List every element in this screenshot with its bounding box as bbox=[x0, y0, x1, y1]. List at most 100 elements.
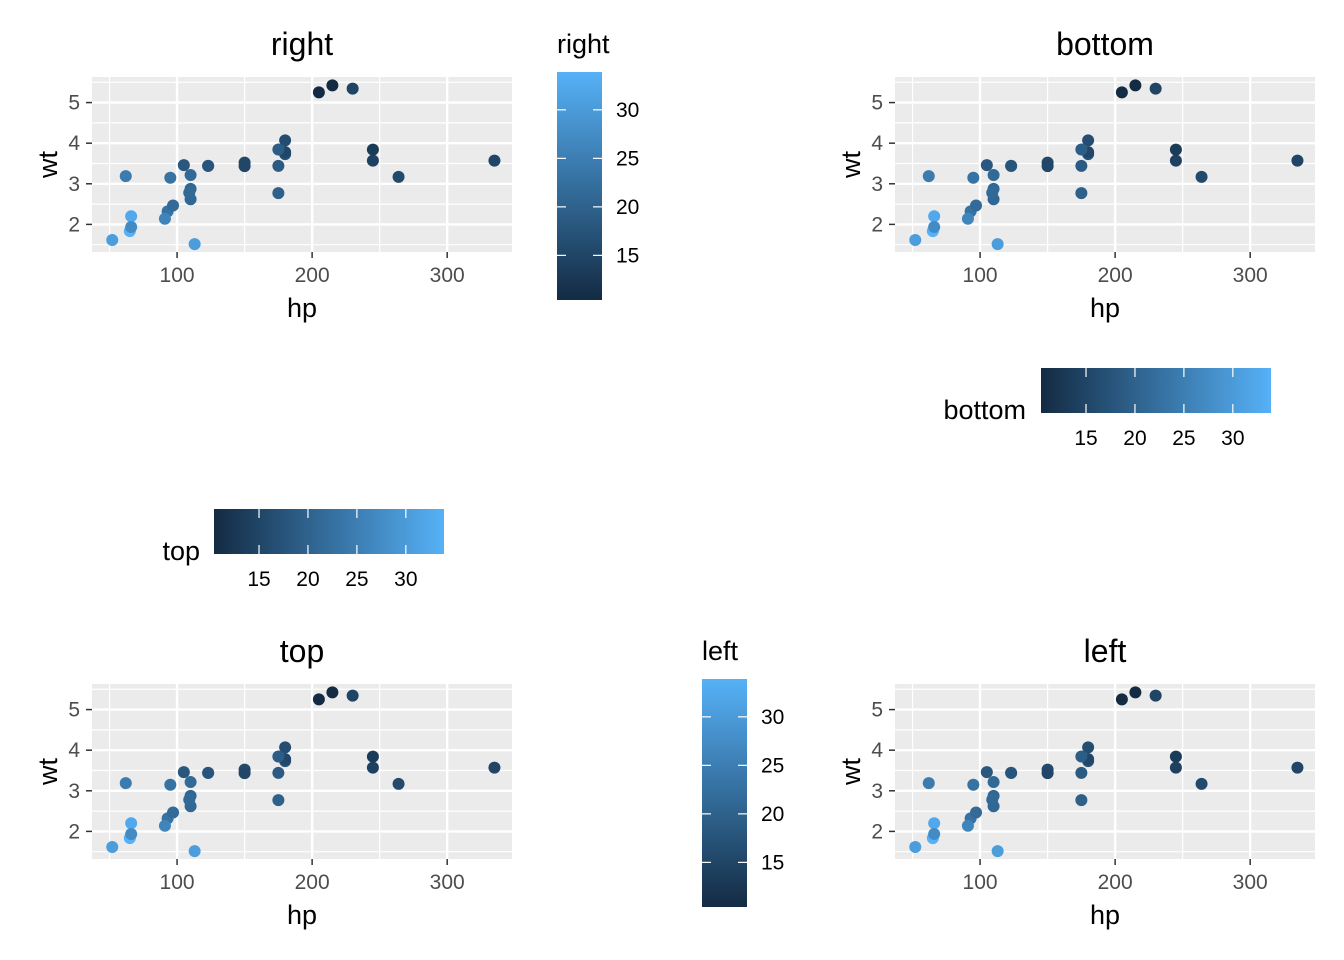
data-point bbox=[1291, 154, 1304, 167]
legend-label: 20 bbox=[1123, 427, 1146, 450]
x-tick-label: 300 bbox=[1233, 264, 1268, 287]
data-point bbox=[1149, 689, 1162, 702]
data-point bbox=[346, 82, 359, 95]
data-point bbox=[1115, 693, 1128, 706]
plot-top: 100 200 300 2 3 4 5 top hp wt bbox=[33, 633, 512, 930]
data-point bbox=[119, 170, 132, 183]
legend-label: 25 bbox=[761, 754, 784, 777]
y-tick-label: 2 bbox=[68, 820, 80, 843]
data-point bbox=[1082, 741, 1095, 754]
data-point bbox=[1291, 761, 1304, 774]
colorbar bbox=[1041, 368, 1271, 413]
y-tick-label: 5 bbox=[68, 92, 80, 115]
data-point bbox=[928, 817, 941, 830]
colorbar bbox=[214, 509, 444, 554]
data-point bbox=[119, 777, 132, 790]
legend-title: top bbox=[162, 536, 200, 566]
legend-label: 30 bbox=[1221, 427, 1244, 450]
data-point bbox=[202, 766, 215, 779]
data-point bbox=[392, 777, 405, 790]
data-point bbox=[1169, 154, 1182, 167]
data-point bbox=[158, 212, 171, 225]
data-point bbox=[188, 238, 201, 251]
data-point bbox=[125, 817, 138, 830]
data-point bbox=[366, 143, 379, 156]
plot-right: 100 200 300 2 3 4 5 right hp wt bbox=[33, 26, 512, 323]
plot-title: top bbox=[280, 633, 324, 669]
x-tick-label: 100 bbox=[963, 871, 998, 894]
x-tick-label: 200 bbox=[295, 871, 330, 894]
legend-label: 15 bbox=[616, 244, 639, 267]
data-point bbox=[967, 171, 980, 184]
data-point bbox=[125, 221, 138, 234]
colorbar bbox=[702, 679, 747, 907]
data-point bbox=[980, 159, 993, 172]
x-tick-label: 200 bbox=[1098, 264, 1133, 287]
data-point bbox=[167, 806, 180, 819]
legend-label: 20 bbox=[761, 803, 784, 826]
y-tick-label: 4 bbox=[871, 132, 883, 155]
data-point bbox=[922, 170, 935, 183]
data-point bbox=[184, 169, 197, 182]
data-point bbox=[1075, 187, 1088, 200]
data-point bbox=[909, 841, 922, 854]
data-point bbox=[1082, 134, 1095, 147]
data-point bbox=[106, 234, 119, 247]
data-point bbox=[326, 686, 339, 699]
data-point bbox=[1041, 767, 1054, 780]
color-legend: right 15 20 25 30 bbox=[557, 29, 639, 300]
data-point bbox=[238, 160, 251, 173]
y-tick-label: 2 bbox=[871, 213, 883, 236]
plot-bottom: 100 200 300 2 3 4 5 bottom hp wt bbox=[836, 26, 1315, 323]
data-point bbox=[272, 187, 285, 200]
legend-label: 30 bbox=[761, 706, 784, 729]
x-axis-title: hp bbox=[287, 293, 317, 323]
data-point bbox=[366, 750, 379, 763]
y-tick-label: 4 bbox=[68, 132, 80, 155]
data-point bbox=[1169, 761, 1182, 774]
data-point bbox=[1195, 170, 1208, 183]
x-tick-label: 100 bbox=[160, 871, 195, 894]
data-point bbox=[986, 793, 999, 806]
legend-label: 15 bbox=[761, 851, 784, 874]
legend-label: 20 bbox=[616, 196, 639, 219]
data-point bbox=[928, 210, 941, 223]
data-point bbox=[1041, 160, 1054, 173]
plot-title: left bbox=[1084, 633, 1127, 669]
data-point bbox=[909, 234, 922, 247]
data-point bbox=[177, 766, 190, 779]
data-point bbox=[272, 766, 285, 779]
data-point bbox=[312, 86, 325, 99]
data-point bbox=[167, 199, 180, 212]
legend-label: 30 bbox=[394, 568, 417, 591]
data-point bbox=[272, 159, 285, 172]
legend-label: 25 bbox=[616, 147, 639, 170]
data-point bbox=[1115, 86, 1128, 99]
data-point bbox=[164, 171, 177, 184]
data-point bbox=[183, 186, 196, 199]
y-tick-label: 5 bbox=[871, 92, 883, 115]
y-tick-label: 5 bbox=[68, 699, 80, 722]
data-point bbox=[1005, 159, 1018, 172]
data-point bbox=[279, 741, 292, 754]
data-point bbox=[1149, 82, 1162, 95]
data-point bbox=[991, 238, 1004, 251]
data-point bbox=[961, 212, 974, 225]
legend-label: 15 bbox=[247, 568, 270, 591]
legend-title: bottom bbox=[943, 395, 1026, 425]
x-tick-label: 300 bbox=[430, 264, 465, 287]
y-tick-label: 2 bbox=[68, 213, 80, 236]
y-axis-title: wt bbox=[33, 151, 63, 179]
data-point bbox=[312, 693, 325, 706]
legend-label: 25 bbox=[1172, 427, 1195, 450]
x-axis-title: hp bbox=[1090, 293, 1120, 323]
y-tick-label: 4 bbox=[871, 739, 883, 762]
y-axis-title: wt bbox=[836, 758, 866, 786]
data-point bbox=[922, 777, 935, 790]
data-point bbox=[1195, 777, 1208, 790]
data-point bbox=[1169, 143, 1182, 156]
x-tick-label: 200 bbox=[295, 264, 330, 287]
x-tick-label: 100 bbox=[963, 264, 998, 287]
data-point bbox=[238, 767, 251, 780]
